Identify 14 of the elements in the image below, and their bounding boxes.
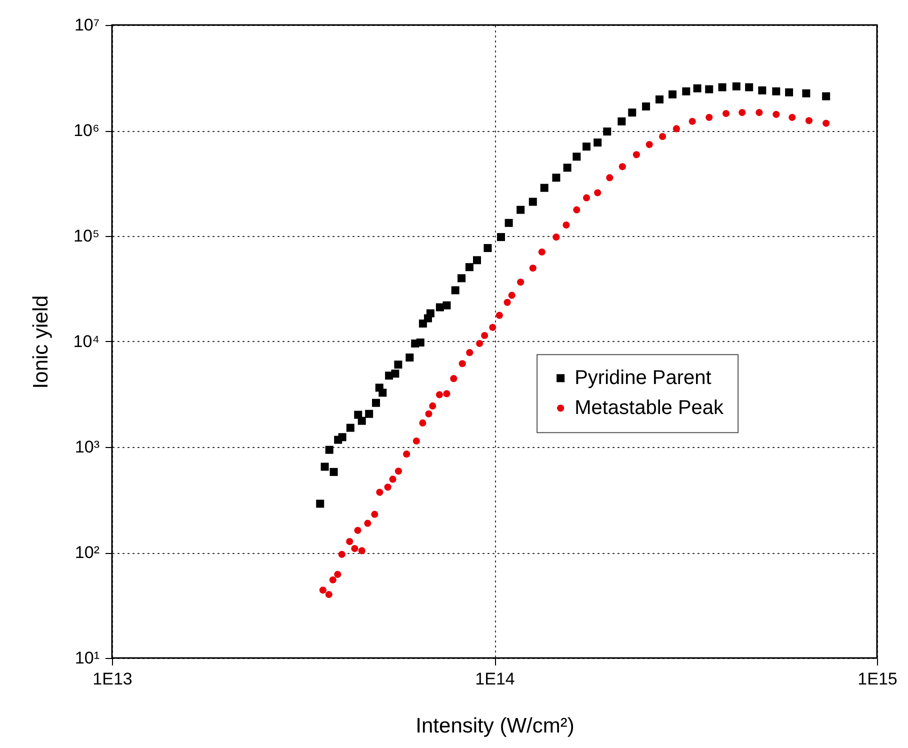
legend-label: Pyridine Parent (574, 367, 712, 390)
y-tick-label: 10⁷ (74, 16, 100, 34)
legend-label: Metastable Peak (574, 397, 725, 420)
y-tick-label: 10⁵ (74, 226, 100, 246)
y-tick-label: 10⁶ (74, 121, 100, 140)
y-tick-label: 10³ (74, 438, 100, 456)
x-tick-label: 1E15 (858, 670, 898, 688)
y-tick-label: 10⁴ (73, 332, 100, 351)
y-axis-title: Ionic yield (29, 295, 52, 389)
y-tick-label: 10¹ (74, 648, 100, 668)
y-tick-label: 10² (74, 543, 100, 562)
x-axis-title: Intensity (W/cm²) (416, 714, 574, 738)
x-tick-label: 1E14 (475, 670, 515, 688)
x-tick-label: 1E13 (92, 670, 132, 688)
